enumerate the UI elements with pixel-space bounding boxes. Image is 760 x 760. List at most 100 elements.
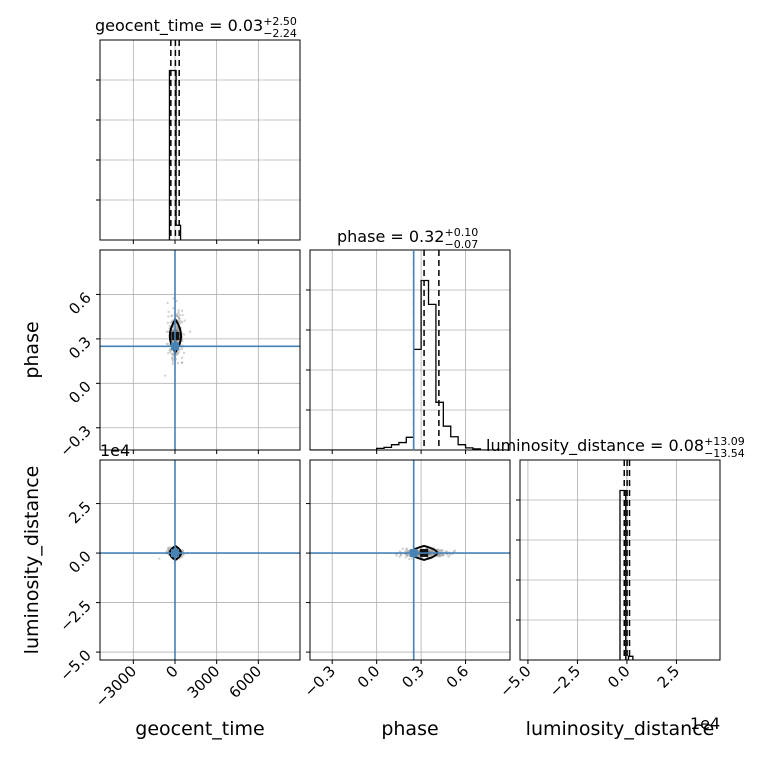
sample-point: [182, 333, 186, 336]
sample-point: [176, 315, 180, 318]
sample-point: [406, 554, 409, 557]
sample-point: [171, 329, 174, 332]
hist-luminosity-distance-frame: [519, 459, 721, 661]
scatter-geocent-time-vs-luminosity-distance-background: [100, 460, 300, 660]
x-tick-label: −2.5: [546, 662, 584, 700]
sample-point: [181, 550, 184, 553]
scatter-phase-vs-luminosity-distance-frame: [309, 459, 511, 661]
y-tick-label: 2.5: [65, 498, 95, 528]
hist-luminosity-distance-step: [619, 489, 634, 660]
sample-point: [178, 313, 181, 317]
sample-point: [445, 553, 449, 556]
xlabel-luminosity-distance: luminosity_distance: [526, 718, 715, 740]
sample-point: [436, 548, 440, 552]
scatter-geocent-time-vs-phase-group: [100, 250, 300, 450]
y-tick-label: 0.3: [65, 333, 95, 363]
sample-point: [166, 548, 169, 552]
sample-point: [405, 547, 408, 550]
sample-point: [171, 362, 175, 366]
y-tick-label: −0.3: [56, 422, 94, 460]
sample-point: [442, 553, 446, 557]
sample-point: [405, 553, 409, 556]
sample-point: [408, 557, 411, 561]
sample-point: [175, 314, 178, 317]
sample-point: [178, 322, 182, 325]
x-tick-label: 0.3: [398, 662, 428, 692]
sample-point: [181, 321, 184, 324]
sample-point: [398, 550, 402, 553]
ylabel-phase: phase: [21, 321, 43, 378]
sample-point: [441, 553, 444, 557]
offset-text-bottom: 1e4: [690, 714, 720, 733]
sample-point: [175, 299, 178, 303]
sample-point: [171, 358, 174, 361]
sample-point: [167, 547, 171, 551]
sample-point: [407, 549, 410, 553]
x-tick-label: 0.6: [443, 662, 473, 692]
sample-point: [428, 548, 432, 552]
sample-point: [410, 557, 414, 560]
y-tick-label: 0.0: [65, 547, 95, 577]
sample-point: [158, 557, 161, 560]
sample-point: [453, 549, 457, 552]
sample-point: [167, 310, 170, 314]
scatter-geocent-time-vs-phase-background: [100, 250, 300, 450]
x-tick-label: 6000: [225, 662, 265, 702]
sample-point: [166, 321, 170, 324]
sample-point: [177, 340, 180, 343]
title-geocent-time: geocent_time = 0.03+2.50 −2.24: [95, 15, 297, 40]
hist-geocent-time-frame: [99, 39, 301, 241]
y-tick-label: 0.0: [65, 377, 95, 407]
sample-point: [447, 555, 450, 558]
sample-point: [437, 549, 441, 552]
sample-point: [175, 353, 178, 356]
sample-point: [172, 306, 175, 310]
sample-point: [406, 554, 410, 557]
sample-point: [177, 316, 181, 319]
sample-point: [171, 353, 174, 356]
sample-point: [405, 548, 408, 551]
title-phase: phase = 0.32+0.10 −0.07: [337, 226, 478, 251]
sample-point: [430, 549, 433, 552]
sample-point: [181, 361, 184, 364]
scatter-phase-vs-luminosity-distance-group: [310, 460, 510, 660]
sample-point: [445, 549, 448, 553]
sample-point: [431, 550, 434, 553]
x-tick-label: −3000: [92, 662, 141, 711]
x-tick-label: 0.0: [604, 662, 634, 692]
sample-point: [168, 324, 171, 328]
truth-marker: [171, 342, 179, 351]
x-tick-label: 2.5: [654, 662, 684, 692]
sample-point: [399, 553, 402, 556]
y-tick-label: −2.5: [56, 597, 94, 635]
sample-point: [176, 328, 179, 331]
sample-point: [171, 360, 175, 363]
sample-point: [178, 317, 181, 320]
y-tick-label: −5.0: [56, 646, 94, 684]
sample-point: [395, 554, 398, 557]
xlabel-phase: phase: [381, 718, 438, 740]
sample-point: [188, 330, 192, 333]
sample-point: [182, 553, 185, 556]
sample-point: [448, 553, 451, 557]
hist-luminosity-distance-group: [619, 460, 634, 660]
sample-point: [438, 555, 441, 558]
sample-point: [438, 554, 442, 557]
ylabel-luminosity-distance: luminosity_distance: [21, 466, 43, 655]
sample-point: [404, 556, 408, 559]
sample-point: [399, 553, 403, 557]
truth-marker: [409, 549, 418, 558]
sample-point: [429, 553, 433, 557]
offset-text-left: 1e4: [100, 441, 130, 460]
sample-point: [177, 309, 180, 312]
sample-point: [164, 374, 167, 377]
sample-point: [436, 548, 439, 551]
sample-point: [167, 315, 170, 318]
sample-point: [170, 314, 173, 318]
sample-point: [407, 549, 410, 553]
truth-marker: [171, 549, 179, 558]
sample-point: [177, 350, 180, 354]
sample-point: [175, 314, 178, 317]
xlabel-geocent-time: geocent_time: [135, 718, 264, 740]
x-tick-label: 3000: [184, 662, 224, 702]
